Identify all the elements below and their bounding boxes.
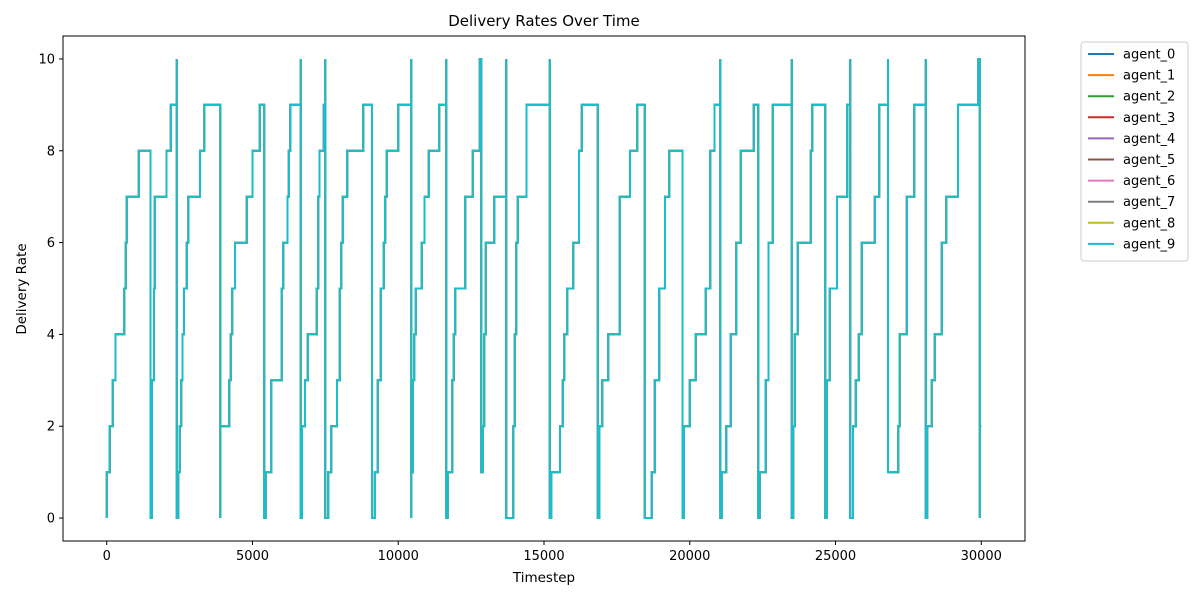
x-tick-label: 25000: [815, 549, 856, 564]
x-tick-label: 20000: [669, 549, 710, 564]
legend-label: agent_3: [1123, 111, 1175, 126]
x-tick-label: 15000: [523, 549, 564, 564]
y-tick-label: 2: [47, 420, 55, 435]
x-tick-label: 30000: [961, 549, 1002, 564]
legend-label: agent_8: [1123, 216, 1175, 231]
legend-label: agent_1: [1123, 69, 1175, 84]
plot-lines: [105, 58, 982, 519]
y-tick-label: 6: [47, 236, 55, 251]
y-axis: 0 2 4 6 8 10: [38, 52, 63, 527]
series-line-agent-9: [105, 58, 982, 519]
y-tick-label: 10: [38, 52, 55, 67]
x-tick-label: 5000: [236, 549, 269, 564]
y-tick-label: 0: [47, 512, 55, 527]
legend-label: agent_7: [1123, 195, 1175, 210]
legend-label: agent_2: [1123, 90, 1175, 105]
legend-label: agent_9: [1123, 237, 1175, 252]
legend: agent_0 agent_1 agent_2 agent_3 agent_4agent…: [1080, 41, 1189, 262]
y-axis-label: Delivery Rate: [14, 243, 30, 334]
x-tick-label: 10000: [378, 549, 419, 564]
x-axis: 0 5000 10000 15000 20000 25000 30000: [103, 541, 1002, 564]
x-tick-label: 0: [103, 549, 111, 564]
legend-label: agent_6: [1123, 174, 1175, 189]
y-tick-label: 4: [47, 328, 55, 343]
chart-title: Delivery Rates Over Time: [448, 12, 640, 30]
x-axis-label: Timestep: [512, 570, 575, 586]
y-tick-label: 8: [47, 144, 55, 159]
legend-label: agent_5: [1123, 153, 1175, 168]
legend-label: agent_4: [1123, 132, 1175, 147]
legend-label: agent_0: [1123, 48, 1175, 63]
